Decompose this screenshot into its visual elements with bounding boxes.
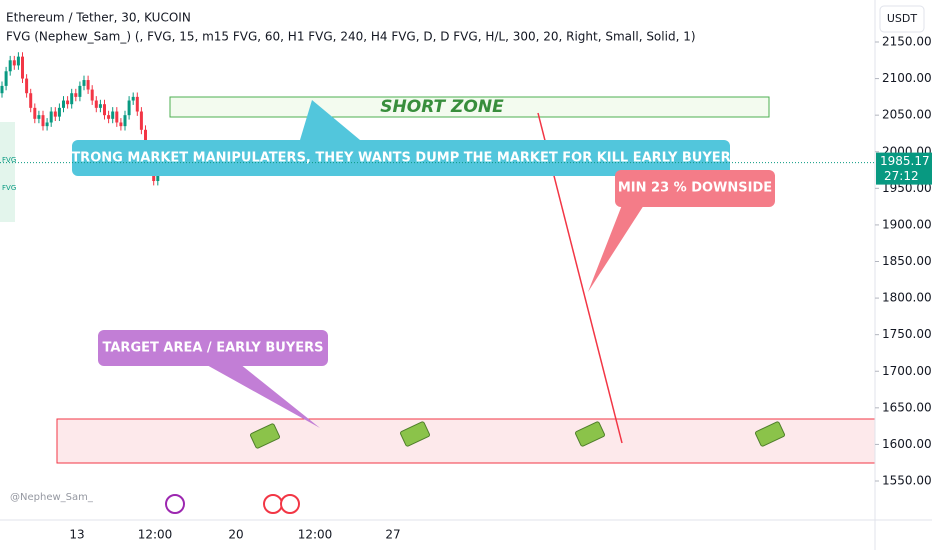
candle-body [78, 85, 82, 97]
candle-body [16, 56, 20, 66]
x-tick-label: 27 [385, 528, 400, 542]
callout-pointer [588, 205, 644, 292]
target-text: TARGET AREA / EARLY BUYERS [103, 341, 324, 356]
y-tick-label: 1900.00 [882, 217, 932, 231]
money-icon [754, 421, 786, 447]
y-tick-label: 1850.00 [882, 254, 932, 268]
candle-body [25, 78, 29, 94]
candle-body [8, 60, 12, 72]
watermark: @Nephew_Sam_ [10, 492, 94, 503]
money-icon [574, 421, 606, 447]
event-icon [280, 494, 300, 514]
money-icons [249, 421, 786, 449]
callout-pointer [300, 100, 360, 140]
candle-body [107, 115, 111, 119]
candle-body [144, 129, 147, 145]
candles [0, 52, 164, 186]
candle-body [111, 111, 115, 119]
candle-body [49, 111, 53, 123]
candle-body [45, 122, 49, 127]
candle-body [21, 56, 24, 79]
candle-body [12, 60, 16, 66]
candle-body [123, 115, 127, 127]
y-tick-label: 1750.00 [882, 327, 932, 341]
y-tick-label: 1700.00 [882, 364, 932, 378]
candle-body [70, 93, 74, 105]
last-price-tag [876, 152, 932, 185]
x-tick-label: 12:00 [138, 528, 173, 542]
y-tick-label: 2100.00 [882, 71, 932, 85]
candle-body [82, 80, 86, 86]
candle-body [86, 80, 90, 90]
currency-label[interactable]: USDT [887, 12, 918, 25]
candle-body [0, 85, 4, 94]
y-tick-label: 2050.00 [882, 108, 932, 122]
target-zone [56, 418, 876, 464]
chart-title: Ethereum / Tether, 30, KUCOIN [6, 11, 191, 25]
fvg-label: FVG [2, 184, 16, 192]
y-tick-label: 1600.00 [882, 437, 932, 451]
candle-body [57, 107, 61, 117]
candle-body [66, 100, 70, 105]
candle-body [131, 96, 135, 101]
candle-body [103, 104, 106, 116]
y-tick-label: 1550.00 [882, 474, 932, 488]
candle-body [74, 93, 78, 97]
y-tick-label: 2150.00 [882, 35, 932, 49]
candle-body [4, 71, 8, 86]
candle-body [135, 96, 139, 112]
event-icon [165, 494, 185, 514]
price-axis: 2150.002100.002050.002000.001950.001900.… [875, 35, 932, 488]
callout-pointer [205, 364, 320, 428]
indicator-label: FVG (Nephew_Sam_) (, FVG, 15, m15 FVG, 6… [6, 30, 696, 44]
candle-body [62, 100, 65, 108]
target-callout [98, 330, 328, 366]
x-tick-label: 20 [228, 528, 243, 542]
candle-body [119, 122, 123, 127]
downside-text: MIN 23 % DOWNSIDE [618, 181, 772, 196]
candle-body [139, 111, 143, 130]
x-tick-label: 12:00 [298, 528, 333, 542]
x-tick-label: 13 [69, 528, 84, 542]
last-price-label: 1985.17 [880, 154, 930, 168]
money-icon [249, 423, 281, 449]
candle-body [90, 89, 94, 101]
candle-body [41, 115, 45, 127]
money-icon [399, 421, 431, 447]
manipulation-text: STRONG MARKET MANIPULATERS, THEY WANTS D… [62, 151, 740, 166]
candle-body [98, 104, 102, 108]
manipulation-callout [72, 140, 730, 176]
candle-body [33, 107, 37, 119]
candle-body [115, 111, 119, 123]
fvg-label: FVG [2, 156, 16, 164]
currency-button[interactable] [879, 5, 925, 33]
fvg-zone [0, 122, 15, 222]
candle-body [37, 115, 41, 119]
downside-callout [615, 170, 775, 207]
short-zone-label: SHORT ZONE [380, 97, 504, 117]
candle-body [94, 100, 98, 108]
event-icon [263, 494, 283, 514]
candle-body [29, 93, 33, 108]
y-tick-label: 1800.00 [882, 291, 932, 305]
y-tick-label: 1650.00 [882, 400, 932, 414]
countdown-label: 27:12 [884, 169, 919, 183]
candle-body [53, 111, 57, 117]
candle-body [127, 100, 131, 116]
